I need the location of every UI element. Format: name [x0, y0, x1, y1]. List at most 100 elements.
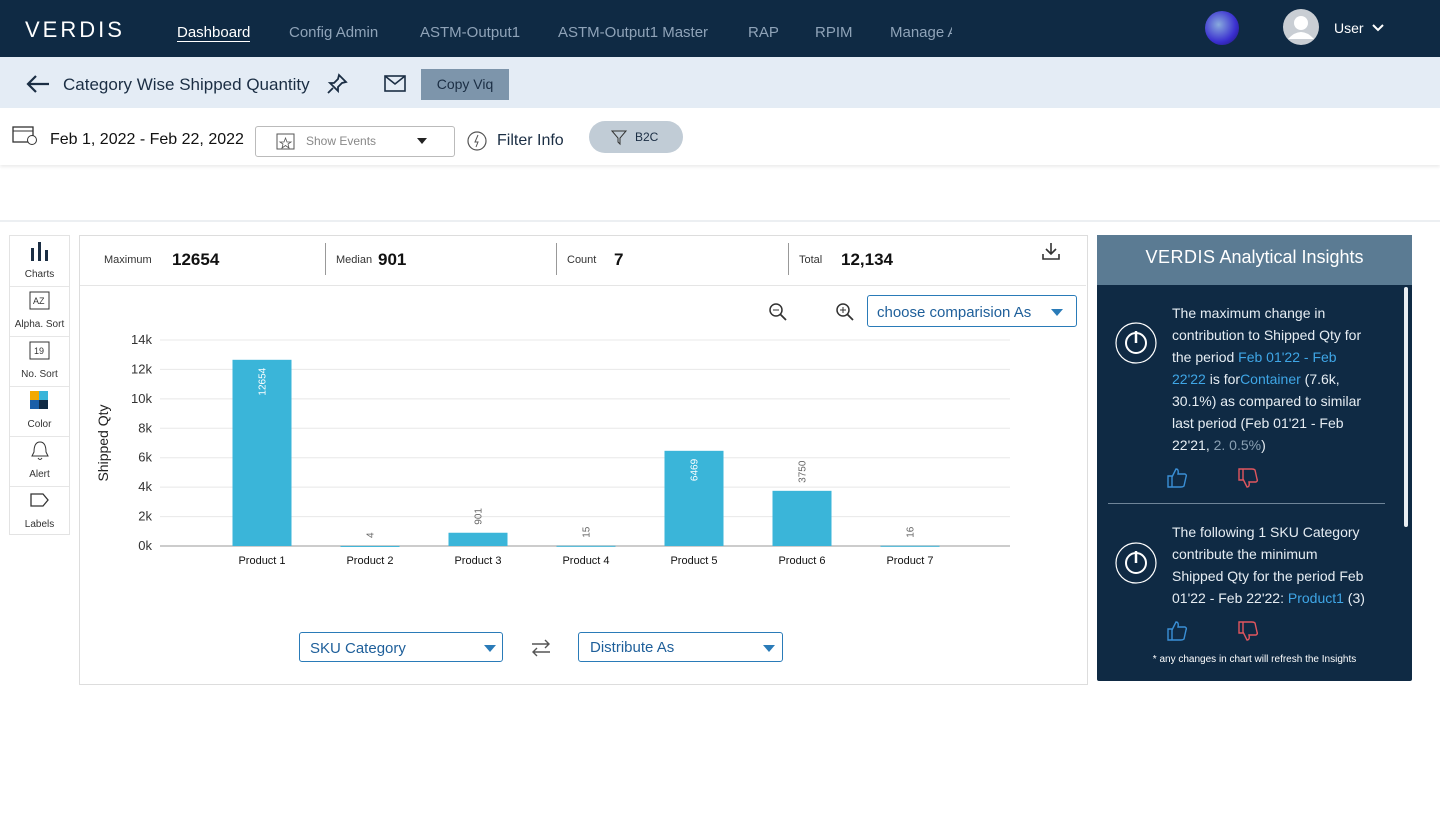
scrollbar[interactable]: [1404, 287, 1408, 527]
distribute-select[interactable]: Distribute As: [578, 632, 783, 662]
date-range[interactable]: Feb 1, 2022 - Feb 22, 2022: [50, 131, 244, 148]
insights-title-text: Analytical Insights: [1219, 247, 1364, 267]
insights-brand: VERDIS: [1145, 247, 1216, 267]
toolbar: Feb 1, 2022 - Feb 22, 2022 Show Events F…: [0, 108, 1440, 165]
comparison-label: choose comparision As: [877, 304, 1032, 321]
x-tick-label: Product 4: [562, 555, 609, 567]
zoom-out-icon[interactable]: [768, 302, 788, 322]
x-tick-label: Product 6: [778, 555, 825, 567]
dropdown-caret: [417, 138, 427, 144]
stat: Count 7: [556, 243, 788, 275]
chevron[interactable]: [1371, 23, 1385, 33]
download-icon[interactable]: [1041, 241, 1061, 261]
x-tick-label: Product 7: [886, 555, 933, 567]
nav-item[interactable]: RPIM: [815, 24, 853, 41]
nav-item[interactable]: Dashboard: [177, 24, 251, 42]
logo[interactable]: VERDIS: [25, 17, 125, 42]
stat: Total 12,134: [788, 243, 1019, 275]
nav-item[interactable]: ASTM-Output1: [420, 24, 521, 41]
bar: [664, 450, 724, 546]
y-tick-label: 0k: [138, 538, 152, 553]
thumbs-up[interactable]: [1166, 620, 1188, 642]
svg-text:19: 19: [34, 346, 44, 356]
nav-item[interactable]: ASTM-Output1 Master: [558, 24, 709, 41]
dropdown-caret: [484, 645, 496, 652]
insight-text: The following 1 SKU Category contribute …: [1172, 521, 1372, 609]
labels-icon: [30, 493, 49, 507]
tool[interactable]: Color: [10, 386, 69, 437]
insight-link[interactable]: Container: [1240, 371, 1301, 387]
insight-part: The maximum change in contribution to Sh…: [1172, 305, 1362, 365]
insight-part: (7.6k, 30.1%) as compared to similar las…: [1172, 371, 1362, 453]
calendar-icon[interactable]: [12, 124, 38, 146]
tool-label: Alpha. Sort: [14, 319, 65, 330]
bar: [232, 359, 292, 546]
thumbs-down[interactable]: [1237, 467, 1259, 489]
tool[interactable]: Labels: [10, 486, 69, 536]
dimension-label: SKU Category: [310, 640, 406, 657]
insight-link[interactable]: Product1: [1287, 590, 1344, 606]
pin-icon[interactable]: [325, 72, 349, 96]
filter-info-icon[interactable]: [467, 131, 487, 151]
insight-text: The maximum change in contribution to Sh…: [1172, 302, 1372, 456]
back-arrow[interactable]: [25, 74, 51, 94]
number-sort-icon: 19: [29, 341, 50, 360]
filter-info[interactable]: Filter Info: [497, 132, 564, 149]
thumbs-down[interactable]: [1237, 620, 1259, 642]
x-tick-label: Product 3: [454, 555, 501, 567]
tool[interactable]: Charts: [10, 236, 69, 287]
insight-link[interactable]: Feb 01'22 - Feb 22'22: [1172, 349, 1337, 387]
bar: [340, 545, 400, 547]
x-tick-label: Product 1: [238, 555, 285, 567]
stat: Maximum 12654: [80, 236, 325, 285]
stat-label: Maximum: [104, 254, 152, 266]
mail-icon[interactable]: [384, 75, 408, 93]
bar: [556, 545, 616, 547]
data-label: 4: [366, 532, 377, 538]
x-tick-label: Product 2: [346, 555, 393, 567]
y-tick-label: 4k: [138, 479, 152, 494]
nav-item[interactable]: Config Admin: [289, 24, 379, 41]
alert-icon: [31, 441, 49, 460]
bar: [772, 490, 832, 546]
events-select[interactable]: Show Events: [255, 126, 455, 157]
thumbs-up[interactable]: [1166, 467, 1188, 489]
data-label: 3750: [798, 460, 809, 483]
stat-value: 12654: [172, 250, 220, 269]
tool[interactable]: AZ Alpha. Sort: [10, 286, 69, 337]
comparison-select[interactable]: choose comparision As: [867, 295, 1077, 327]
nav-item[interactable]: RAP: [748, 24, 779, 41]
filter-chip[interactable]: B2C: [589, 121, 683, 153]
stat-value: 12,134: [841, 250, 893, 269]
insight-part: ): [1261, 437, 1266, 453]
insight-part: The following 1 SKU Category contribute …: [1172, 524, 1364, 606]
color-icon: [30, 391, 48, 409]
globe-icon[interactable]: [1205, 11, 1239, 45]
avatar[interactable]: [1283, 9, 1319, 45]
charts-icon: [31, 242, 48, 261]
zoom-in-icon[interactable]: [835, 302, 855, 322]
nav-item[interactable]: Manage A: [890, 24, 952, 41]
copy-button[interactable]: Copy Viq: [421, 69, 509, 100]
stat: Median 901: [325, 243, 557, 275]
bar-chart: 0k 2k 4k 6k 8k 10k 12k 14k Shipped Qty Product 1 1…: [95, 332, 1010, 567]
dropdown-caret: [1051, 309, 1063, 316]
tool[interactable]: 19 No. Sort: [10, 336, 69, 387]
distribute-label: Distribute As: [590, 639, 675, 656]
insight-icon: [1115, 542, 1157, 584]
tool[interactable]: Alert: [10, 436, 69, 487]
dimension-select[interactable]: SKU Category: [299, 632, 503, 662]
tool-label: Color: [27, 419, 52, 430]
insight-part: 2. 0.5%: [1213, 437, 1262, 453]
swap-icon[interactable]: [530, 638, 552, 658]
events-placeholder: Show Events: [306, 134, 377, 148]
data-label: 15: [582, 526, 593, 538]
top-nav: VERDIS Dashboard Config Admin ASTM-Outpu…: [0, 0, 1440, 57]
y-tick-label: 10k: [131, 391, 152, 406]
user-name[interactable]: User: [1334, 20, 1364, 36]
tool-label: Alert: [29, 469, 50, 480]
y-tick-label: 8k: [138, 420, 152, 435]
bar: [880, 545, 940, 547]
dropdown-caret: [763, 645, 775, 652]
